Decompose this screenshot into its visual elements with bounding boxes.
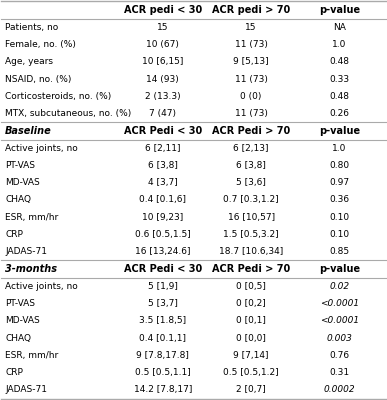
Text: 5 [3,6]: 5 [3,6] bbox=[236, 178, 266, 187]
Text: 3-months: 3-months bbox=[5, 264, 57, 274]
Text: 0.6 [0.5,1.5]: 0.6 [0.5,1.5] bbox=[135, 230, 191, 239]
Text: CHAQ: CHAQ bbox=[5, 334, 31, 343]
Text: MTX, subcutaneous, no. (%): MTX, subcutaneous, no. (%) bbox=[5, 109, 132, 118]
Text: 5 [3,7]: 5 [3,7] bbox=[148, 299, 178, 308]
Text: JADAS-71: JADAS-71 bbox=[5, 247, 47, 256]
Text: <0.0001: <0.0001 bbox=[320, 299, 359, 308]
Text: 0.003: 0.003 bbox=[327, 334, 353, 343]
Text: 0.85: 0.85 bbox=[329, 247, 349, 256]
Text: 16 [13,24.6]: 16 [13,24.6] bbox=[135, 247, 190, 256]
Text: 11 (73): 11 (73) bbox=[235, 75, 267, 84]
Text: 0.26: 0.26 bbox=[329, 109, 349, 118]
Text: JADAS-71: JADAS-71 bbox=[5, 386, 47, 394]
Text: 3.5 [1.8,5]: 3.5 [1.8,5] bbox=[139, 316, 186, 325]
Text: 1.5 [0.5,3.2]: 1.5 [0.5,3.2] bbox=[223, 230, 279, 239]
Text: 10 [6,15]: 10 [6,15] bbox=[142, 57, 183, 66]
Text: 14.2 [7.8,17]: 14.2 [7.8,17] bbox=[134, 386, 192, 394]
Text: Female, no. (%): Female, no. (%) bbox=[5, 40, 76, 49]
Text: 0.4 [0.1,1]: 0.4 [0.1,1] bbox=[139, 334, 186, 343]
Text: 11 (73): 11 (73) bbox=[235, 109, 267, 118]
Text: 0 [0,2]: 0 [0,2] bbox=[236, 299, 266, 308]
Text: 15: 15 bbox=[157, 23, 168, 32]
Text: p-value: p-value bbox=[319, 126, 360, 136]
Text: Corticosteroids, no. (%): Corticosteroids, no. (%) bbox=[5, 92, 111, 101]
Text: NSAID, no. (%): NSAID, no. (%) bbox=[5, 75, 72, 84]
Text: 2 (13.3): 2 (13.3) bbox=[145, 92, 181, 101]
Text: 15: 15 bbox=[245, 23, 257, 32]
Text: 18.7 [10.6,34]: 18.7 [10.6,34] bbox=[219, 247, 283, 256]
Text: ACR pedi > 70: ACR pedi > 70 bbox=[212, 5, 290, 15]
Text: 1.0: 1.0 bbox=[332, 40, 347, 49]
Text: 0.5 [0.5,1.2]: 0.5 [0.5,1.2] bbox=[223, 368, 279, 377]
Text: 14 (93): 14 (93) bbox=[146, 75, 179, 84]
Text: 9 [5,13]: 9 [5,13] bbox=[233, 57, 269, 66]
Text: 4 [3,7]: 4 [3,7] bbox=[148, 178, 178, 187]
Text: 0.0002: 0.0002 bbox=[324, 386, 355, 394]
Text: CRP: CRP bbox=[5, 368, 23, 377]
Text: p-value: p-value bbox=[319, 5, 360, 15]
Text: ESR, mm/hr: ESR, mm/hr bbox=[5, 351, 58, 360]
Text: 2 [0,7]: 2 [0,7] bbox=[236, 386, 266, 394]
Text: 0.10: 0.10 bbox=[329, 230, 349, 239]
Text: 0.10: 0.10 bbox=[329, 213, 349, 222]
Text: 16 [10,57]: 16 [10,57] bbox=[228, 213, 275, 222]
Text: 11 (73): 11 (73) bbox=[235, 40, 267, 49]
Text: 0 [0,5]: 0 [0,5] bbox=[236, 282, 266, 291]
Text: 0.33: 0.33 bbox=[329, 75, 349, 84]
Text: 0.7 [0.3,1.2]: 0.7 [0.3,1.2] bbox=[223, 196, 279, 204]
Text: 0.97: 0.97 bbox=[329, 178, 349, 187]
Text: 6 [3,8]: 6 [3,8] bbox=[148, 161, 178, 170]
Text: 9 [7,14]: 9 [7,14] bbox=[233, 351, 269, 360]
Text: Age, years: Age, years bbox=[5, 57, 53, 66]
Text: ACR Pedi < 30: ACR Pedi < 30 bbox=[123, 264, 202, 274]
Text: CHAQ: CHAQ bbox=[5, 196, 31, 204]
Text: 0 [0,0]: 0 [0,0] bbox=[236, 334, 266, 343]
Text: 1.0: 1.0 bbox=[332, 144, 347, 153]
Text: 10 [9,23]: 10 [9,23] bbox=[142, 213, 183, 222]
Text: MD-VAS: MD-VAS bbox=[5, 316, 40, 325]
Text: PT-VAS: PT-VAS bbox=[5, 161, 35, 170]
Text: 0.80: 0.80 bbox=[329, 161, 349, 170]
Text: 0.4 [0.1,6]: 0.4 [0.1,6] bbox=[139, 196, 186, 204]
Text: 7 (47): 7 (47) bbox=[149, 109, 176, 118]
Text: 6 [2,11]: 6 [2,11] bbox=[145, 144, 180, 153]
Text: ACR Pedi < 30: ACR Pedi < 30 bbox=[123, 126, 202, 136]
Text: 0.36: 0.36 bbox=[329, 196, 349, 204]
Text: <0.0001: <0.0001 bbox=[320, 316, 359, 325]
Text: Active joints, no: Active joints, no bbox=[5, 282, 78, 291]
Text: CRP: CRP bbox=[5, 230, 23, 239]
Text: 0.31: 0.31 bbox=[329, 368, 349, 377]
Text: ACR Pedi > 70: ACR Pedi > 70 bbox=[212, 264, 290, 274]
Text: 0.48: 0.48 bbox=[329, 57, 349, 66]
Text: p-value: p-value bbox=[319, 264, 360, 274]
Text: MD-VAS: MD-VAS bbox=[5, 178, 40, 187]
Text: 0 (0): 0 (0) bbox=[240, 92, 262, 101]
Text: ESR, mm/hr: ESR, mm/hr bbox=[5, 213, 58, 222]
Text: Baseline: Baseline bbox=[5, 126, 52, 136]
Text: Patients, no: Patients, no bbox=[5, 23, 58, 32]
Text: Active joints, no: Active joints, no bbox=[5, 144, 78, 153]
Text: ACR Pedi > 70: ACR Pedi > 70 bbox=[212, 126, 290, 136]
Text: 9 [7.8,17.8]: 9 [7.8,17.8] bbox=[136, 351, 189, 360]
Text: 5 [1,9]: 5 [1,9] bbox=[148, 282, 178, 291]
Text: ACR pedi < 30: ACR pedi < 30 bbox=[123, 5, 202, 15]
Text: 6 [2,13]: 6 [2,13] bbox=[233, 144, 269, 153]
Text: 0.48: 0.48 bbox=[329, 92, 349, 101]
Text: 0.02: 0.02 bbox=[329, 282, 349, 291]
Text: 0 [0,1]: 0 [0,1] bbox=[236, 316, 266, 325]
Text: 10 (67): 10 (67) bbox=[146, 40, 179, 49]
Text: 0.5 [0.5,1.1]: 0.5 [0.5,1.1] bbox=[135, 368, 191, 377]
Text: PT-VAS: PT-VAS bbox=[5, 299, 35, 308]
Text: 0.76: 0.76 bbox=[329, 351, 349, 360]
Text: 6 [3,8]: 6 [3,8] bbox=[236, 161, 266, 170]
Text: NA: NA bbox=[333, 23, 346, 32]
